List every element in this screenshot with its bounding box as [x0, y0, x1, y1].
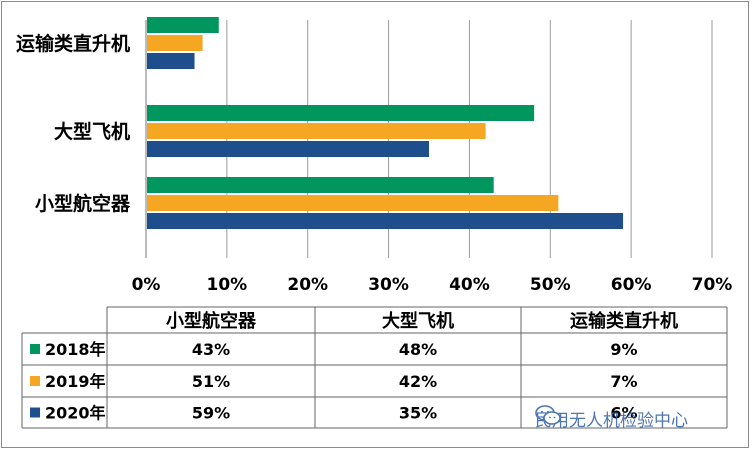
bar-2018年-运输类直升机 [147, 17, 219, 33]
table-cell: 35% [399, 404, 437, 423]
legend-key [30, 407, 40, 418]
table-cell: 6% [610, 404, 637, 423]
x-tick-label: 10% [207, 275, 248, 295]
bar-2020年-大型飞机 [147, 141, 429, 157]
watermark-text: 民用无人机检验中心 [535, 410, 688, 431]
table-row-label: 2019年 [45, 372, 106, 391]
watermark: 民用无人机检验中心 [535, 404, 688, 432]
bar-2019年-运输类直升机 [147, 35, 203, 51]
bar-2019年-大型飞机 [147, 123, 486, 139]
table-cell: 9% [610, 340, 637, 359]
x-tick-label: 50% [530, 275, 571, 295]
x-tick-label: 30% [368, 275, 409, 295]
legend-key [30, 376, 40, 386]
x-tick-label: 40% [449, 275, 490, 295]
table-header: 运输类直升机 [570, 310, 678, 332]
table-cell: 42% [399, 372, 437, 391]
bar-2020年-运输类直升机 [147, 53, 195, 69]
table-cell: 43% [192, 340, 230, 359]
bar-2018年-大型飞机 [147, 105, 535, 121]
table-cell: 51% [192, 372, 230, 391]
bar-2020年-小型航空器 [147, 213, 624, 229]
table-header: 小型航空器 [166, 310, 257, 332]
x-tick-label: 70% [692, 275, 733, 295]
table-row-label: 2018年 [45, 340, 106, 359]
x-tick-label: 0% [132, 275, 161, 295]
table-cell: 59% [192, 404, 230, 423]
x-tick-label: 60% [611, 275, 652, 295]
x-tick-label: 20% [287, 275, 328, 295]
table-cell: 48% [399, 340, 437, 359]
wechat-icon [535, 405, 561, 425]
category-label: 运输类直升机 [16, 32, 130, 55]
bar-2018年-小型航空器 [147, 177, 494, 193]
category-label: 小型航空器 [35, 192, 131, 215]
legend-key [30, 344, 40, 354]
table-cell: 7% [610, 372, 637, 391]
category-label: 大型飞机 [54, 120, 130, 143]
table-header: 大型飞机 [382, 310, 454, 332]
table-row-label: 2020年 [45, 404, 106, 423]
bar-2019年-小型航空器 [147, 195, 559, 211]
